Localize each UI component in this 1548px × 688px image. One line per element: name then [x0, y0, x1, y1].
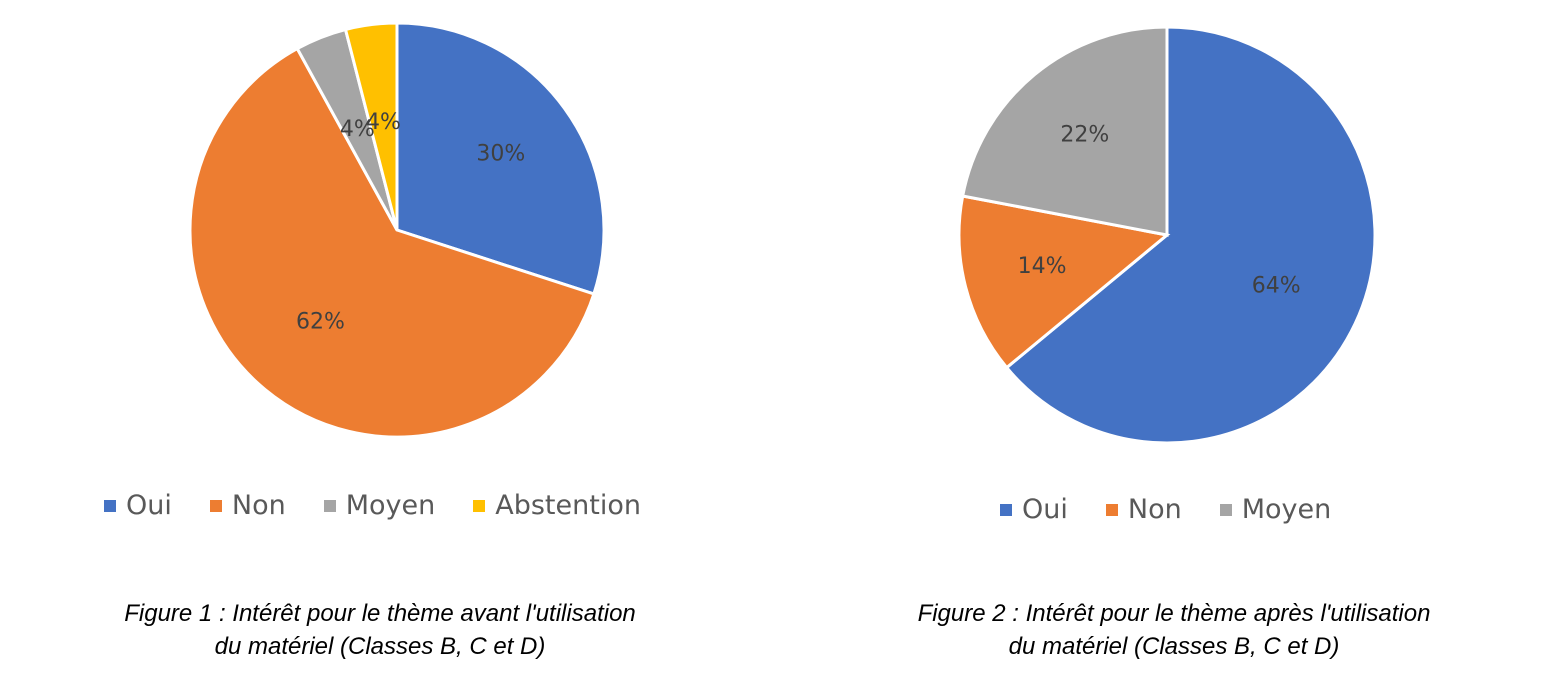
legend-2-item-oui: Oui	[1000, 494, 1068, 525]
pie-1-label-oui: 30%	[476, 142, 525, 167]
legend-swatch	[1219, 503, 1232, 516]
pie-2-label-moyen: 22%	[1060, 123, 1109, 148]
pie-2-slice-moyen	[960, 25, 1169, 237]
pie-2-label-oui: 64%	[1252, 273, 1301, 298]
pie-2-slice-oui	[1004, 25, 1377, 445]
pie-1-label-moyen: 4%	[340, 117, 375, 142]
legend-swatch	[1105, 503, 1118, 516]
pie-1-slice-oui	[395, 21, 606, 296]
legend-1-item-oui: Oui	[104, 490, 172, 521]
pie-1-slice-non	[188, 46, 596, 439]
figure-2: 64% 14% 22% Oui Non Moyen Figure 2 : Intérêt…	[774, 0, 1548, 688]
caption-1-line-1: Figure 1 : Intérêt pour le thème avant l…	[124, 600, 636, 627]
legend-2: Oui Non Moyen	[1000, 494, 1331, 525]
pie-2-slice-non	[957, 194, 1171, 370]
caption-1: Figure 1 : Intérêt pour le thème avant l…	[30, 597, 730, 663]
pie-chart-1: 30% 62% 4%4%	[188, 21, 606, 439]
legend-swatch	[1000, 503, 1012, 516]
caption-2-line-1: Figure 2 : Intérêt pour le thème après l…	[917, 600, 1431, 627]
figure-1: 30% 62% 4% 4% Oui Non Moyen Abstention Figure …	[30, 21, 730, 663]
legend-1: Oui Non Moyen Abstention	[104, 490, 641, 521]
pie-chart-2: 64% 14% 22%	[957, 25, 1377, 445]
legend-1-item-non: Non	[209, 490, 286, 521]
legend-1-item-abstention: Abstention	[473, 490, 641, 521]
pie-1-slice-abstention	[343, 21, 399, 231]
legend-swatch	[473, 499, 486, 512]
legend-1-item-moyen: Moyen	[323, 490, 436, 521]
legend-swatch	[104, 499, 116, 512]
caption-2-line-2: du matériel (Classes B, C et D)	[1008, 633, 1340, 660]
legend-2-item-non: Non	[1105, 494, 1182, 525]
pie-1-label-non: 62%	[296, 310, 345, 335]
pie-1-label-abstention: 4%	[366, 110, 401, 135]
legend-swatch	[323, 499, 336, 512]
legend-label: Abstention	[495, 490, 641, 521]
legend-label: Oui	[1022, 494, 1068, 525]
legend-label: Moyen	[345, 490, 436, 521]
legend-label: Non	[1127, 494, 1182, 525]
legend-swatch	[209, 499, 222, 512]
legend-label: Non	[231, 490, 286, 521]
pie-2-label-non: 14%	[1018, 254, 1067, 279]
legend-label: Moyen	[1241, 494, 1332, 525]
legend-2-item-moyen: Moyen	[1219, 494, 1332, 525]
caption-2: Figure 2 : Intérêt pour le thème après l…	[824, 597, 1524, 663]
legend-label: Oui	[126, 490, 172, 521]
caption-1-line-2: du matériel (Classes B, C et D)	[214, 633, 546, 660]
